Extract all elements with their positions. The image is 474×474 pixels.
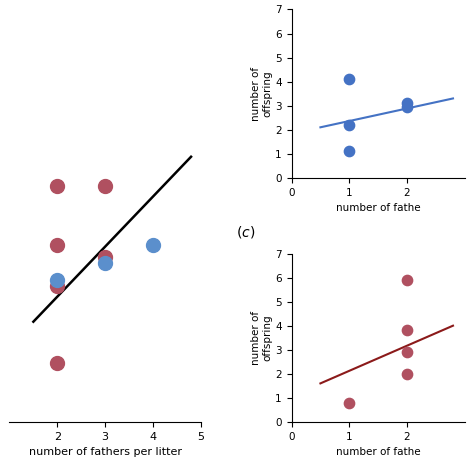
Text: $(c)$: $(c)$ [236,224,255,240]
Point [54,182,61,190]
Point [403,100,410,107]
Point [54,359,61,367]
Point [101,182,109,190]
X-axis label: number of fathers per litter: number of fathers per litter [28,447,182,457]
Point [346,121,353,128]
X-axis label: number of fathe: number of fathe [336,447,420,457]
Y-axis label: number of
offspring: number of offspring [251,310,273,365]
Point [403,327,410,334]
Point [403,348,410,356]
Point [403,370,410,378]
Point [346,75,353,83]
Point [346,147,353,155]
Point [54,241,61,249]
Point [403,276,410,284]
X-axis label: number of fathe: number of fathe [336,203,420,213]
Y-axis label: number of
offspring: number of offspring [251,66,273,121]
Point [101,253,109,261]
Point [54,283,61,290]
Point [403,103,410,110]
Point [101,259,109,266]
Point [346,399,353,406]
Point [54,277,61,284]
Point [149,241,156,249]
